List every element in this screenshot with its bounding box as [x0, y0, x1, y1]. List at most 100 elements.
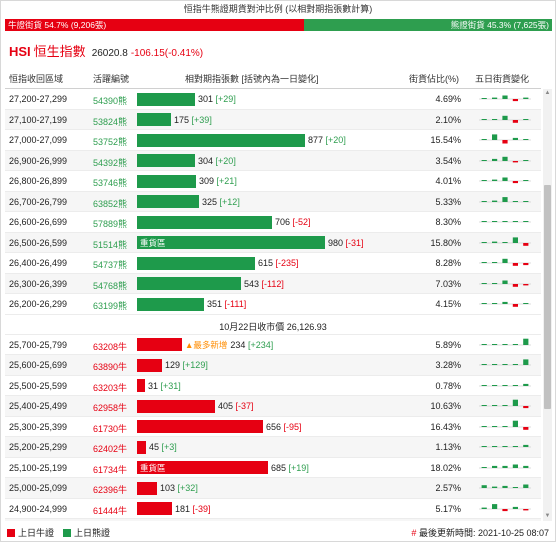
sparkline-bar — [492, 221, 498, 222]
sparkline-bar — [512, 446, 518, 447]
range-cell: 26,200-26,299 — [9, 299, 68, 309]
sparkline-bar — [523, 139, 529, 140]
sparkline-bar — [523, 303, 529, 304]
futures-bar-group: 706 [-52] — [137, 215, 311, 229]
table-row[interactable]: 25,400-25,499 62958牛 405 [-37] 10.63% — [5, 396, 541, 417]
code-link[interactable]: 61730牛 — [93, 423, 128, 434]
pct-cell: 8.30% — [435, 217, 461, 227]
table-row[interactable]: 24,800-24,89960485牛209 [-67]5.68% — [5, 519, 541, 521]
futures-bar — [137, 277, 241, 290]
table-row[interactable]: 27,000-27,099 53752熊 877 [+20] 15.54% — [5, 130, 541, 151]
futures-count: 45 [+3] — [149, 442, 177, 452]
sparkline-bar — [481, 425, 487, 427]
table-row[interactable]: 26,700-26,799 63852熊 325 [+12] 5.33% — [5, 191, 541, 212]
code-link[interactable]: 54390熊 — [93, 96, 128, 106]
sparkline-bar — [523, 118, 529, 120]
futures-bar-group: ▲最多新增 234 [+234] — [137, 338, 273, 351]
table-row[interactable]: 24,900-24,999 61444牛 181 [-39] 5.17% — [5, 499, 541, 519]
range-cell: 25,600-25,699 — [9, 360, 68, 370]
futures-count: 543 [-112] — [244, 279, 284, 289]
pct-cell: 2.10% — [435, 114, 461, 125]
index-code[interactable]: HSI — [9, 44, 31, 59]
scroll-down-icon[interactable]: ▼ — [544, 513, 551, 519]
sparkline-bar — [512, 343, 518, 345]
table-row[interactable]: 25,500-25,599 63203牛 31 [+31] 0.78% — [5, 376, 541, 396]
pct-cell: 8.28% — [435, 258, 461, 268]
sparkline-bar — [492, 241, 498, 243]
table-row[interactable]: 25,200-25,299 62402牛 45 [+3] 1.13% — [5, 437, 541, 458]
code-link[interactable]: 53746熊 — [93, 178, 128, 188]
five-day-sparkline — [479, 301, 531, 307]
sparkline-bar — [502, 301, 508, 304]
table-row[interactable]: 26,600-26,699 57889熊 706 [-52] 8.30% — [5, 212, 541, 233]
code-link[interactable]: 51514熊 — [93, 239, 128, 250]
sparkline-bar — [492, 446, 498, 447]
sparkline-bar — [481, 118, 487, 120]
code-link[interactable]: 63208牛 — [93, 341, 128, 352]
table-row[interactable]: 25,100-25,199 61734牛 重貨區 685 [+19] 18.02% — [5, 458, 541, 478]
scroll-up-icon[interactable]: ▲ — [544, 90, 551, 96]
sparkline-bar — [502, 425, 508, 427]
sparkline-bar — [502, 485, 508, 488]
futures-change: [-95] — [283, 421, 302, 432]
table-row[interactable]: 25,600-25,699 63890牛 129 [+129] 3.28% — [5, 355, 541, 376]
futures-count-value: 980 — [328, 237, 344, 248]
futures-count: 234 [+234] — [230, 340, 273, 350]
table-row[interactable]: 26,900-26,999 54392熊 304 [+20] 3.54% — [5, 150, 541, 171]
code-link[interactable]: 63890牛 — [93, 362, 128, 372]
code-link[interactable]: 61734牛 — [93, 464, 128, 475]
sparkline-bar — [512, 137, 518, 140]
range-cell: 25,100-25,199 — [9, 462, 68, 473]
code-link[interactable]: 54737熊 — [93, 260, 128, 270]
table-row[interactable]: 26,500-26,599 51514熊 重貨區 980 [-31] 15.80% — [5, 232, 541, 253]
bull-ratio-segment: 牛證街貨 54.7% (9,206張) — [5, 19, 305, 31]
table-row[interactable]: 25,000-25,099 62396牛 103 [+32] 2.57% — [5, 478, 541, 499]
sparkline-bar — [492, 158, 498, 161]
table-row[interactable]: 26,400-26,499 54737熊 615 [-235] 8.28% — [5, 253, 541, 274]
sparkline-bar — [492, 343, 498, 345]
futures-count: 615 [-235] — [258, 258, 299, 268]
code-link[interactable]: 63199熊 — [93, 301, 128, 311]
code-link[interactable]: 54392熊 — [93, 157, 128, 168]
table-row[interactable]: 27,100-27,199 53824熊 175 [+39] 2.10% — [5, 109, 541, 130]
sparkline-bar — [512, 364, 518, 365]
code-link[interactable]: 62402牛 — [93, 444, 128, 454]
legend-bear-label: 上日熊證 — [74, 528, 111, 538]
futures-bar-group: 325 [+12] — [137, 195, 240, 208]
code-link[interactable]: 62958牛 — [93, 403, 128, 413]
index-summary: HSI 恒生指數 26020.8 -106.15(-0.41%) — [9, 41, 203, 63]
table-row[interactable]: 26,300-26,399 54768熊 543 [-112] 7.03% — [5, 273, 541, 294]
futures-count: 351 [-111] — [207, 299, 246, 309]
futures-count: 103 [+32] — [160, 483, 198, 493]
futures-bar: 重貨區 — [137, 461, 268, 474]
code-link[interactable]: 53824熊 — [93, 116, 128, 127]
scrollbar-thumb[interactable] — [544, 185, 551, 409]
range-cell: 26,300-26,399 — [9, 278, 68, 289]
futures-count-value: 405 — [218, 401, 234, 411]
table-row[interactable]: 26,200-26,299 63199熊 351 [-111] 4.15% — [5, 294, 541, 315]
table-row[interactable]: 25,300-25,399 61730牛 656 [-95] 16.43% — [5, 417, 541, 437]
bear-rows: 27,200-27,299 54390熊 301 [+29] 4.69% 27,100-… — [5, 89, 541, 315]
code-link[interactable]: 62396牛 — [93, 485, 128, 495]
pct-cell: 7.03% — [435, 278, 461, 289]
sparkline-bar — [523, 484, 529, 488]
futures-count-value: 685 — [271, 462, 287, 473]
sparkline-bar — [502, 364, 508, 365]
table-row[interactable]: 27,200-27,299 54390熊 301 [+29] 4.69% — [5, 89, 541, 110]
code-link[interactable]: 54768熊 — [93, 280, 128, 291]
code-link[interactable]: 53752熊 — [93, 137, 128, 147]
sparkline-bar — [481, 364, 487, 365]
sparkline-bar — [512, 420, 518, 427]
code-link[interactable]: 61444牛 — [93, 505, 128, 516]
code-link[interactable]: 57889熊 — [93, 219, 128, 229]
bar-tag: ▲最多新增 — [185, 339, 228, 350]
table-row[interactable]: 26,800-26,899 53746熊 309 [+21] 4.01% — [5, 171, 541, 192]
code-link[interactable]: 63203牛 — [93, 382, 128, 393]
table-row[interactable]: 25,700-25,799 63208牛 ▲最多新增 234 [+234] 5.89% — [5, 335, 541, 355]
cbbc-table-body[interactable]: 27,200-27,299 54390熊 301 [+29] 4.69% 27,100-… — [5, 89, 541, 521]
vertical-scrollbar[interactable]: ▲ ▼ — [543, 89, 552, 521]
futures-count: 656 [-95] — [266, 422, 302, 432]
index-name[interactable]: 恒生指數 — [33, 44, 86, 59]
futures-count-value: 129 — [165, 360, 181, 370]
code-link[interactable]: 63852熊 — [93, 198, 128, 209]
